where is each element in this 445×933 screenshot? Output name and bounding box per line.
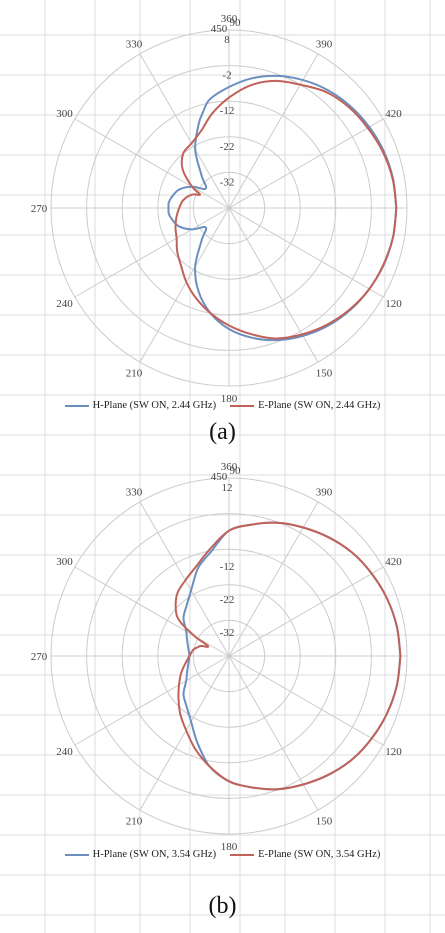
radial-tick-label: -32 — [220, 627, 235, 639]
panel-label-a: (a) — [209, 419, 236, 445]
legend-item-e-plane-a: E-Plane (SW ON, 2.44 GHz) — [230, 400, 380, 411]
polar-spoke — [74, 207, 230, 298]
legend-item-h-plane-a: H-Plane (SW ON, 2.44 GHz) — [64, 400, 217, 411]
polar-spoke — [228, 655, 384, 746]
legend-swatch-h-plane-a — [64, 404, 89, 407]
polar-spoke — [228, 655, 319, 811]
angle-tick-label: 450 — [211, 471, 228, 483]
e-plane-series-line-b — [174, 521, 402, 791]
polar-spoke — [74, 655, 230, 746]
angle-tick-label: 120 — [385, 298, 402, 310]
polar-spoke — [228, 207, 384, 298]
polar-spoke — [74, 566, 230, 657]
radial-tick-label: -32 — [220, 176, 235, 188]
angle-tick-label: 300 — [56, 556, 73, 568]
angle-tick-label: 300 — [56, 108, 73, 120]
radial-tick-label: -2 — [222, 70, 231, 82]
angle-tick-label: 210 — [126, 816, 143, 828]
legend-swatch-h-plane-b — [64, 853, 89, 856]
radial-tick-label: 12 — [222, 482, 233, 494]
polar-spoke — [139, 53, 230, 209]
angle-tick-label: 390 — [316, 486, 333, 498]
angle-tick-label: 420 — [385, 556, 402, 568]
radial-tick-label: -22 — [220, 141, 235, 153]
legend-a: H-Plane (SW ON, 2.44 GHz) E-Plane (SW ON… — [0, 400, 445, 411]
angle-tick-label: 90 — [230, 465, 242, 477]
angle-tick-label: 390 — [316, 38, 333, 50]
angle-tick-label: 180 — [221, 393, 238, 405]
angle-tick-label: 150 — [316, 816, 333, 828]
angle-tick-label: 330 — [126, 38, 143, 50]
legend-item-e-plane-b: E-Plane (SW ON, 3.54 GHz) — [230, 849, 380, 860]
angle-tick-label: 240 — [56, 746, 73, 758]
angle-tick-label: 210 — [126, 368, 143, 380]
angle-tick-label: 120 — [385, 746, 402, 758]
h-plane-series-line-a — [167, 74, 398, 342]
angle-tick-label: 450 — [211, 23, 228, 35]
legend-swatch-e-plane-a — [230, 404, 255, 407]
angle-tick-label: 360 — [221, 461, 238, 473]
radial-tick-label: -12 — [220, 561, 235, 573]
e-plane-series-line-a — [174, 79, 398, 340]
polar-spoke — [74, 118, 230, 209]
radial-tick-label: -22 — [220, 594, 235, 606]
legend-label-h-plane-a: H-Plane (SW ON, 2.44 GHz) — [92, 400, 217, 411]
panel-label-b: (b) — [208, 893, 237, 919]
angle-tick-label: 420 — [385, 108, 402, 120]
polar-grid-a — [50, 29, 408, 387]
polar-spoke — [228, 501, 319, 657]
polar-spoke — [139, 655, 230, 811]
radial-tick-label: -12 — [220, 105, 235, 117]
angle-tick-label: 270 — [31, 651, 48, 663]
angle-tick-label: 90 — [230, 17, 242, 29]
legend-swatch-e-plane-b — [230, 853, 255, 856]
angle-tick-label: 270 — [31, 203, 48, 215]
angle-tick-label: 360 — [221, 13, 238, 25]
polar-spoke — [139, 207, 230, 363]
legend-label-e-plane-b: E-Plane (SW ON, 3.54 GHz) — [258, 849, 381, 860]
legend-item-h-plane-b: H-Plane (SW ON, 3.54 GHz) — [64, 849, 217, 860]
polar-spoke — [228, 118, 384, 209]
angle-tick-label: 240 — [56, 298, 73, 310]
legend-label-h-plane-b: H-Plane (SW ON, 3.54 GHz) — [92, 849, 217, 860]
polar-spoke — [228, 53, 319, 209]
legend-label-e-plane-a: E-Plane (SW ON, 2.44 GHz) — [258, 400, 381, 411]
angle-tick-label: 180 — [221, 841, 238, 853]
polar-chart-b: 90 120 150 180 210 240 270 300 330 360 390 420 45012… — [31, 461, 408, 853]
angle-tick-label: 330 — [126, 486, 143, 498]
radial-tick-label: 8 — [224, 34, 230, 46]
polar-spoke — [139, 501, 230, 657]
polar-spoke — [228, 566, 384, 657]
legend-b: H-Plane (SW ON, 3.54 GHz) E-Plane (SW ON… — [0, 849, 445, 860]
angle-tick-label: 150 — [316, 368, 333, 380]
